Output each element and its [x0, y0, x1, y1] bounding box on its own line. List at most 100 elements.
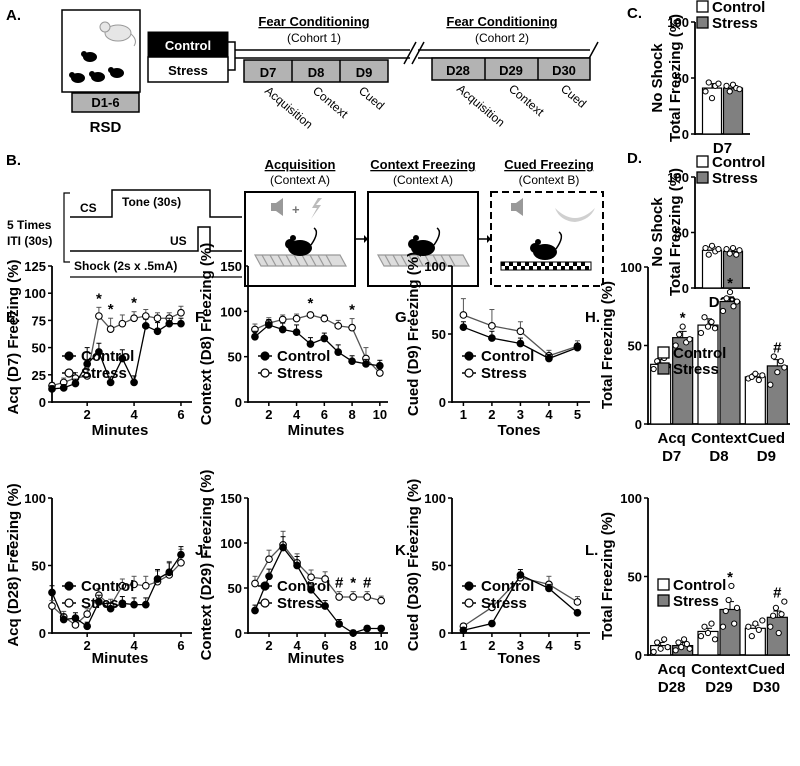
data-point-stress: [321, 575, 329, 583]
category-label: Acq: [657, 661, 685, 678]
y-tick-label: 0: [235, 395, 242, 410]
individual-point: [705, 251, 712, 258]
data-point-stress: [488, 321, 496, 330]
x-tick-label: 8: [348, 407, 355, 422]
individual-point: [650, 365, 657, 373]
phase-context-2: Context: [506, 82, 547, 120]
individual-point: [708, 318, 715, 326]
individual-point: [708, 620, 715, 627]
individual-point: [702, 88, 709, 95]
individual-point: [752, 370, 759, 377]
individual-point: [759, 617, 766, 624]
data-point-stress: [118, 319, 127, 328]
legend-label-control: Control: [277, 348, 330, 365]
legend-label-control: Control: [481, 578, 534, 595]
individual-point: [697, 329, 705, 337]
speaker-icon: [271, 198, 283, 216]
data-point-stress: [177, 558, 185, 567]
x-tick-label: 4: [130, 638, 138, 653]
data-point-control: [59, 384, 68, 392]
individual-point: [726, 250, 733, 257]
data-point-control: [349, 629, 358, 637]
individual-point: [736, 247, 743, 254]
category-label: Cued: [748, 430, 786, 447]
y-axis-label: Acq (D28) Freezing (%): [5, 483, 22, 646]
x-axis-label: Minutes: [288, 422, 345, 439]
fc2-subtitle: (Cohort 2): [475, 31, 529, 45]
legend-label-stress: Stress: [712, 170, 758, 187]
individual-point: [679, 323, 686, 330]
legend-marker-stress: [64, 598, 74, 608]
legend-marker-stress: [260, 368, 270, 378]
rsd-days-label: D1-6: [91, 95, 119, 110]
x-axis-label: Tones: [497, 422, 540, 439]
phase-context-1: Context: [310, 84, 351, 122]
y-tick-label: 50: [432, 559, 446, 574]
legend-swatch-control: [696, 0, 709, 13]
y-tick-label: 100: [667, 15, 689, 30]
data-point-control: [516, 571, 525, 579]
individual-point: [702, 244, 709, 252]
panel-b-protocol: 5 Times ITI (30s) CS Tone (30s) US Shock…: [7, 157, 604, 287]
cs-label: CS: [80, 201, 97, 215]
individual-point: [715, 246, 722, 253]
data-point-control: [335, 620, 343, 628]
phase-acquisition-2: Acquisition: [454, 82, 507, 130]
individual-point: [729, 244, 737, 252]
legend-label-control: Control: [277, 578, 330, 595]
data-point-control: [320, 334, 329, 343]
individual-point: [755, 626, 762, 633]
individual-point: [755, 376, 762, 384]
data-point-control: [573, 608, 582, 617]
individual-point: [723, 295, 730, 302]
bar-control: [744, 627, 766, 656]
day-d8: D8: [308, 65, 325, 80]
legend-label-control: Control: [481, 348, 534, 365]
series-line-control: [254, 324, 380, 367]
data-point-stress: [334, 321, 343, 330]
data-point-stress: [375, 369, 384, 377]
data-point-control: [95, 348, 103, 356]
y-tick-label: 0: [39, 395, 46, 410]
individual-point: [725, 596, 732, 604]
panel-letter-k: K.: [395, 542, 410, 559]
data-point-stress: [71, 621, 80, 629]
legend-marker-stress: [464, 368, 474, 378]
panel-letter-c: C.: [627, 5, 642, 22]
individual-point: [775, 629, 782, 637]
data-point-stress: [118, 581, 127, 590]
category-sublabel: D7: [662, 448, 681, 465]
individual-point: [678, 644, 685, 651]
arrow-icon: [487, 235, 491, 243]
y-tick-label: 0: [439, 395, 446, 410]
data-point-control: [293, 561, 301, 570]
y-axis-label-top: No Shock: [649, 43, 666, 113]
individual-point: [661, 636, 668, 643]
y-tick-label: 0: [39, 626, 46, 641]
legend-label-control: Control: [673, 577, 726, 594]
y-axis-label: Acq (D7) Freezing (%): [5, 259, 22, 414]
y-tick-label: 75: [32, 313, 46, 328]
data-point-stress: [348, 323, 356, 332]
chart-j: 0 50 100 150 2 4 6 8 10 Minutes Context (D29) Free…: [198, 470, 388, 667]
legend-label-stress: Stress: [81, 595, 127, 612]
data-point-control: [334, 348, 343, 356]
chart-c: 0 50 100 D7 No Shock Total Freezing (%) Contro…: [649, 0, 765, 157]
data-point-control: [362, 360, 370, 368]
individual-point: [730, 303, 737, 310]
data-point-control: [130, 600, 138, 609]
y-tick-label: 100: [667, 170, 689, 185]
individual-point: [723, 82, 730, 89]
individual-point: [672, 342, 679, 349]
y-tick-label: 100: [620, 260, 642, 275]
individual-point: [686, 645, 693, 652]
y-tick-label: 50: [32, 341, 46, 356]
legend-label-stress: Stress: [481, 595, 527, 612]
bar-control: [701, 87, 723, 135]
individual-point: [723, 246, 730, 253]
y-tick-label: 50: [675, 71, 689, 86]
data-point-control: [251, 332, 259, 341]
data-point-stress: [251, 579, 259, 588]
